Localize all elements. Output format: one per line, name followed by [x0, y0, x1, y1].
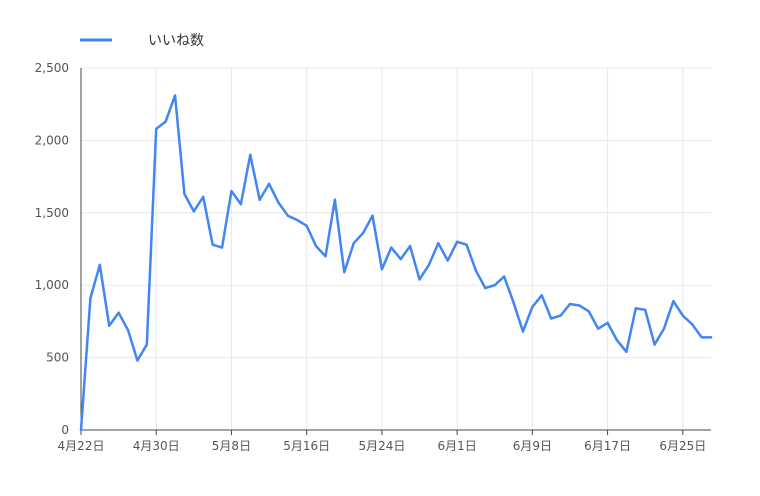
data-point [634, 307, 637, 310]
data-point [361, 231, 365, 235]
data-point [324, 255, 327, 258]
data-point [220, 246, 224, 249]
data-point [700, 336, 703, 339]
data-point [305, 224, 308, 228]
data-point [615, 339, 619, 342]
data-point [484, 286, 487, 290]
data-point [343, 270, 346, 274]
data-point [540, 294, 543, 297]
data-point [145, 343, 149, 346]
data-point [155, 127, 158, 131]
data-point [352, 242, 355, 245]
x-tick-label: 5月8日 [212, 439, 251, 453]
data-point [437, 242, 440, 245]
data-point [183, 192, 186, 196]
data-point [653, 343, 656, 346]
data-point [596, 327, 600, 330]
data-point [399, 257, 402, 261]
series-line-likes [79, 94, 713, 432]
y-tick-label: 0 [61, 423, 69, 437]
data-point [173, 94, 177, 97]
data-point [211, 243, 214, 246]
data-point [333, 198, 337, 201]
y-tick-label: 2,500 [35, 61, 69, 75]
data-point [455, 240, 459, 243]
data-point [408, 244, 412, 248]
data-point [709, 336, 713, 339]
data-point [192, 210, 196, 213]
data-point [230, 189, 233, 193]
data-point [578, 304, 581, 307]
data-point [465, 243, 468, 246]
data-point [643, 308, 647, 312]
x-tick-label: 4月22日 [58, 439, 105, 453]
data-point [672, 299, 675, 303]
data-point [239, 202, 243, 206]
data-point [521, 330, 525, 333]
data-point [98, 263, 102, 267]
x-tick-label: 5月24日 [358, 439, 405, 453]
x-tick-label: 6月17日 [584, 439, 631, 453]
data-point [380, 268, 384, 271]
data-point [136, 359, 139, 362]
data-point [502, 275, 506, 278]
data-point [427, 263, 431, 267]
data-point [108, 324, 111, 327]
y-axis-ticks: 0 500 1,000 1,500 2,000 2,500 [35, 61, 69, 437]
data-point [549, 317, 553, 320]
data-point [474, 269, 478, 272]
data-point [568, 302, 572, 306]
data-point [681, 314, 684, 317]
x-tick-label: 4月30日 [133, 439, 180, 453]
legend-label: いいね数 [148, 33, 204, 49]
data-point [296, 218, 299, 222]
legend: いいね数 [80, 33, 204, 49]
data-point [587, 310, 590, 313]
data-point [89, 297, 92, 300]
data-point [314, 244, 318, 248]
data-point [371, 214, 374, 217]
y-tick-label: 1,500 [35, 206, 69, 220]
data-point [277, 201, 280, 204]
x-tick-label: 6月9日 [513, 439, 552, 453]
x-tick-label: 6月1日 [437, 439, 476, 453]
data-point [690, 323, 694, 326]
data-point [512, 301, 515, 304]
data-point [164, 120, 167, 123]
data-point [390, 246, 393, 249]
data-point [79, 428, 83, 432]
gridlines [81, 67, 711, 430]
data-point [531, 305, 534, 309]
data-point [117, 311, 120, 314]
data-point [446, 259, 449, 262]
data-point [258, 198, 261, 201]
x-tick-label: 5月16日 [283, 439, 330, 453]
x-axis-ticks: 4月22日 4月30日 5月8日 5月16日 5月24日 6月1日 6月9日 6月17日 6月2… [58, 430, 706, 453]
data-point [625, 350, 628, 354]
data-point [267, 182, 271, 186]
data-point [249, 153, 252, 157]
data-point [493, 284, 496, 287]
y-tick-label: 1,000 [35, 278, 69, 292]
data-point [286, 214, 290, 217]
x-tick-label: 6月25日 [659, 439, 706, 453]
data-point [126, 328, 130, 332]
data-point [606, 321, 609, 325]
y-tick-label: 2,000 [35, 133, 69, 147]
data-point [418, 278, 421, 281]
data-point [662, 327, 666, 330]
data-point [559, 314, 562, 317]
data-points [79, 94, 713, 432]
y-tick-label: 500 [46, 351, 69, 365]
data-point [202, 195, 205, 199]
